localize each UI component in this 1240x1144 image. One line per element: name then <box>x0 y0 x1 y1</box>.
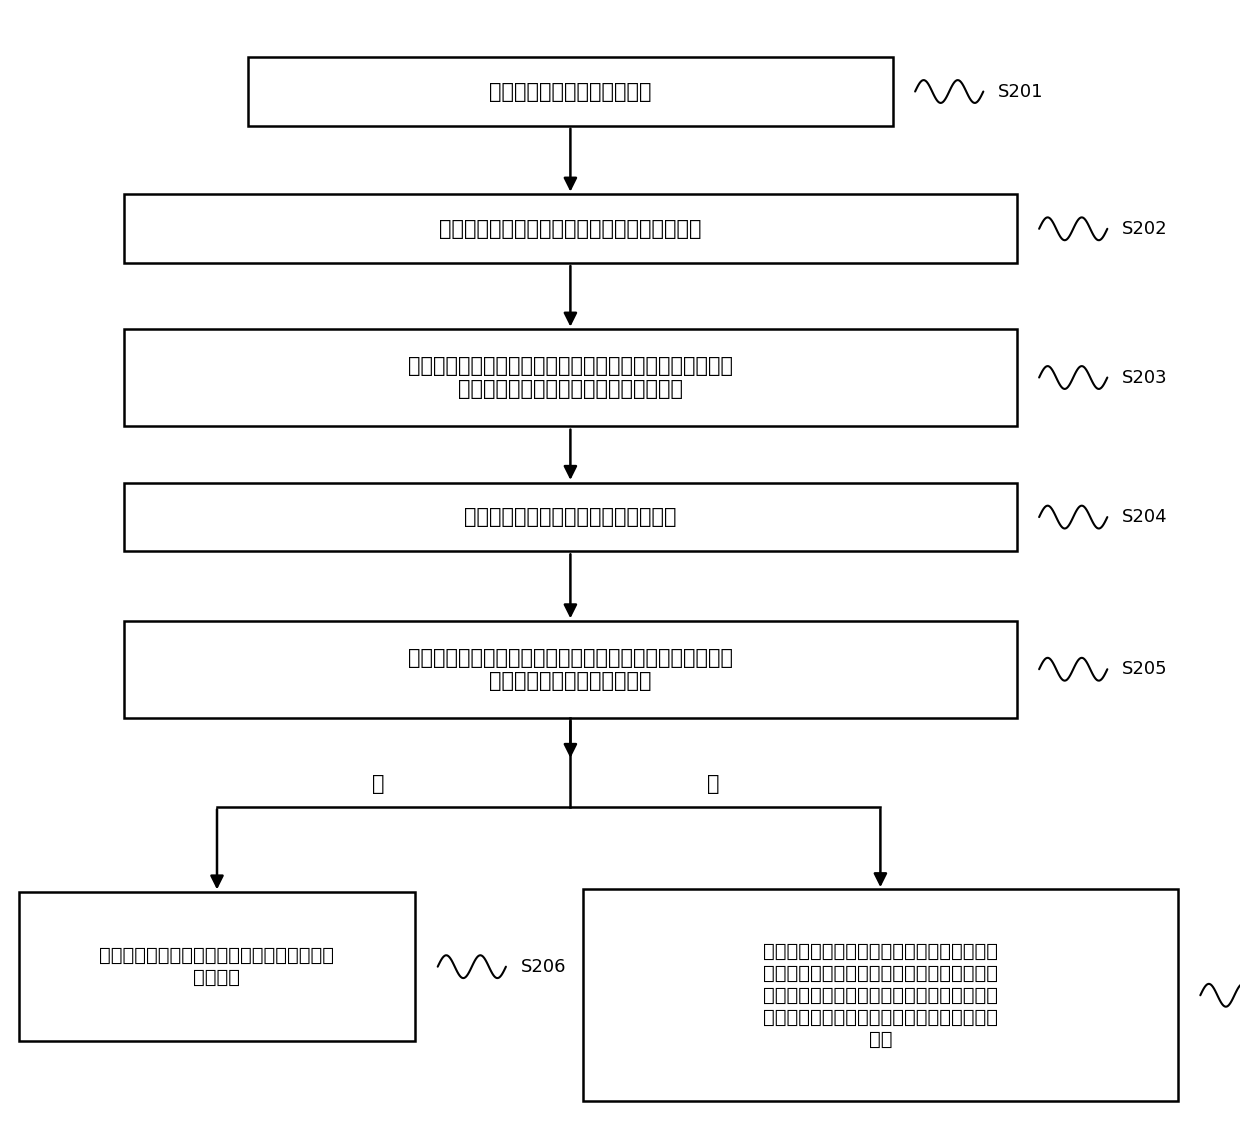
Text: 统计所述精确区域内冠字号的污损特征: 统计所述精确区域内冠字号的污损特征 <box>464 507 677 527</box>
Bar <box>124 194 1017 263</box>
Text: S201: S201 <box>998 82 1044 101</box>
Text: 将所述待处理纸币传送到暂存模块，以待交易
结束后，在所述待处理纸币的冠字号区域中，
识别所述待处理纸币的冠字号，并将按照所述
冠字号进行分类后的所述待处理纸币存: 将所述待处理纸币传送到暂存模块，以待交易 结束后，在所述待处理纸币的冠字号区域中… <box>763 942 998 1049</box>
Text: 接收来自收钞口的待处理纸币: 接收来自收钞口的待处理纸币 <box>489 81 652 102</box>
Bar <box>124 620 1017 718</box>
Text: 否: 否 <box>707 773 719 794</box>
Text: S205: S205 <box>1122 660 1168 678</box>
Bar <box>583 890 1178 1101</box>
Text: 是: 是 <box>372 773 384 794</box>
Bar <box>19 892 415 1041</box>
Text: S204: S204 <box>1122 508 1168 526</box>
Text: S206: S206 <box>521 958 567 976</box>
Bar <box>124 329 1017 426</box>
Text: S203: S203 <box>1122 368 1168 387</box>
Text: S202: S202 <box>1122 220 1168 238</box>
Bar <box>248 57 893 126</box>
Text: 将所述待处理纸币的冠字号区域进行二值化处理: 将所述待处理纸币的冠字号区域进行二值化处理 <box>439 219 702 239</box>
Bar <box>124 483 1017 551</box>
Text: 将所述待处理纸币判断为异常纸币，拒收并退
回收钞口: 将所述待处理纸币判断为异常纸币，拒收并退 回收钞口 <box>99 946 335 987</box>
Text: 对所述冠字号区域分别沿行方向和列方向进行投影，得到冠
字号在所述行方向和列方向上的精确区域: 对所述冠字号区域分别沿行方向和列方向进行投影，得到冠 字号在所述行方向和列方向上… <box>408 356 733 399</box>
Text: 根据所述污损特征和预设阈值范围，确定所述待处理纸币的
冠字号区域是否存在严重污损: 根据所述污损特征和预设阈值范围，确定所述待处理纸币的 冠字号区域是否存在严重污损 <box>408 648 733 691</box>
